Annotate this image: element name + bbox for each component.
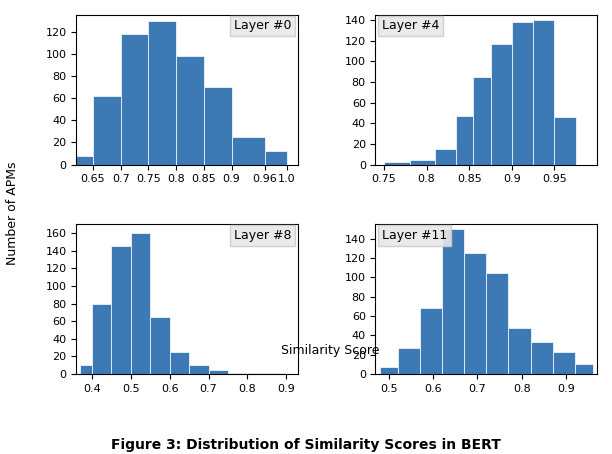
Text: Layer #8: Layer #8 — [234, 229, 291, 242]
Bar — [531, 342, 553, 374]
Text: Layer #0: Layer #0 — [234, 20, 291, 33]
Text: Figure 3: Distribution of Similarity Scores in BERT: Figure 3: Distribution of Similarity Sco… — [111, 439, 501, 453]
Bar — [398, 348, 420, 374]
Bar — [512, 22, 533, 164]
Bar — [170, 352, 189, 374]
Text: Similarity Score: Similarity Score — [282, 344, 379, 357]
Bar — [121, 34, 149, 164]
Bar — [231, 137, 265, 164]
Bar — [151, 317, 170, 374]
Bar — [131, 233, 151, 374]
Text: Number of APMs: Number of APMs — [6, 162, 19, 265]
Bar — [457, 116, 474, 164]
Bar — [533, 20, 554, 164]
Bar — [420, 308, 442, 374]
Bar — [228, 373, 286, 374]
Bar — [554, 117, 576, 164]
Bar — [176, 56, 204, 164]
Text: Layer #11: Layer #11 — [382, 229, 447, 242]
Bar — [490, 44, 512, 164]
Bar — [149, 20, 176, 164]
Bar — [384, 163, 409, 164]
Bar — [209, 370, 228, 374]
Bar — [509, 328, 531, 374]
Bar — [409, 160, 435, 164]
Bar — [92, 304, 111, 374]
Bar — [464, 253, 487, 374]
Bar — [204, 87, 231, 164]
Text: Layer #4: Layer #4 — [382, 20, 439, 33]
Bar — [575, 364, 592, 374]
Bar — [111, 247, 131, 374]
Bar — [487, 272, 509, 374]
Bar — [553, 352, 575, 374]
Bar — [474, 77, 490, 164]
Bar — [265, 151, 287, 164]
Bar — [442, 229, 464, 374]
Bar — [76, 156, 93, 164]
Bar — [80, 365, 92, 374]
Bar — [189, 365, 209, 374]
Bar — [435, 149, 457, 164]
Bar — [380, 367, 398, 374]
Bar — [93, 96, 121, 164]
